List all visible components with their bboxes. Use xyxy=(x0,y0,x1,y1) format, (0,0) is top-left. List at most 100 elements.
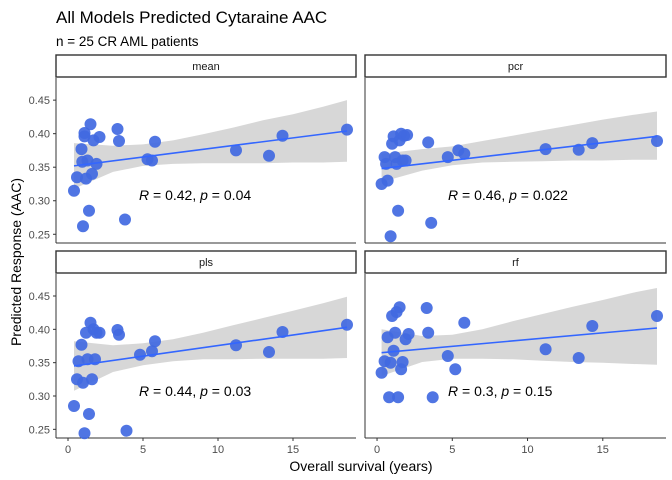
data-point xyxy=(402,328,415,340)
regression-line xyxy=(381,327,658,354)
data-point xyxy=(392,204,405,217)
data-point xyxy=(263,149,275,162)
data-point xyxy=(149,135,161,148)
data-point xyxy=(68,400,80,412)
data-point xyxy=(458,147,471,160)
x-tick-label: 5 xyxy=(140,444,146,456)
x-tick-label: 0 xyxy=(374,444,380,456)
data-point xyxy=(146,154,158,167)
data-point xyxy=(426,391,439,404)
y-tick-label: 0.30 xyxy=(29,391,50,403)
data-point xyxy=(90,157,103,170)
chart-subtitle: n = 25 CR AML patients xyxy=(56,34,199,49)
data-point xyxy=(399,154,412,167)
y-tick-label: 0.30 xyxy=(29,196,50,208)
confidence-band xyxy=(74,296,347,391)
data-point xyxy=(572,143,585,156)
data-point xyxy=(111,123,124,135)
data-point xyxy=(230,144,242,157)
data-point xyxy=(651,310,663,322)
p-value: 0.03 xyxy=(224,383,251,399)
data-point xyxy=(83,204,95,217)
data-point xyxy=(381,174,394,187)
data-point xyxy=(93,131,106,143)
data-point xyxy=(425,216,438,229)
data-point xyxy=(119,213,131,226)
facet-strip-label: pcr xyxy=(508,61,524,73)
data-point xyxy=(93,326,106,339)
x-tick-label: 15 xyxy=(597,444,609,456)
regression-line xyxy=(73,326,348,367)
data-point xyxy=(586,137,599,150)
data-point xyxy=(384,356,397,369)
facet-panel-pls: pls R = 0.44, p = 0.03 0.25 0.30 0.35 0.40 0.4… xyxy=(29,250,357,456)
y-tick-label: 0.25 xyxy=(29,424,50,436)
data-point xyxy=(389,326,402,339)
y-tick-label: 0.45 xyxy=(29,95,50,107)
data-point xyxy=(651,135,663,147)
r-value: 0.3 xyxy=(474,383,494,399)
data-point xyxy=(75,143,88,156)
x-axis-title: Overall survival (years) xyxy=(289,458,432,474)
data-point xyxy=(75,338,88,351)
data-point xyxy=(78,427,91,440)
r-value: 0.46 xyxy=(474,187,501,203)
data-point xyxy=(422,326,435,339)
facet-panel-pcr: pcr R = 0.46, p = 0.022 xyxy=(364,54,667,244)
y-axis-title: Predicted Response (AAC) xyxy=(8,178,24,346)
facet-panel-mean: mean R = 0.42, p = 0.04 0.25 0.30 0.35 0.40 0.… xyxy=(29,54,357,244)
x-tick-label: 15 xyxy=(287,444,299,456)
data-point xyxy=(449,363,462,376)
data-point xyxy=(68,184,80,197)
data-point xyxy=(86,167,98,180)
facet-strip xyxy=(364,250,667,274)
facet-panel-rf: rf R = 0.3, p = 0.15 0 5 10 15 xyxy=(364,250,667,456)
x-tick-label: 0 xyxy=(65,444,71,456)
x-tick-label: 10 xyxy=(212,444,224,456)
x-tick-label: 10 xyxy=(521,444,533,456)
confidence-band xyxy=(74,100,347,189)
regression-line xyxy=(381,135,658,170)
data-point xyxy=(393,301,406,314)
data-point xyxy=(387,344,400,357)
facet-strip xyxy=(55,54,357,78)
data-point xyxy=(77,220,89,233)
data-point xyxy=(71,171,83,184)
data-point xyxy=(422,136,435,149)
y-tick-label: 0.40 xyxy=(29,324,50,336)
facet-strip-label: mean xyxy=(192,61,220,73)
x-tick-label: 5 xyxy=(449,444,455,456)
r-value: 0.44 xyxy=(165,383,192,399)
p-value: 0.15 xyxy=(525,383,552,399)
y-tick-label: 0.40 xyxy=(29,129,50,141)
facet-strip xyxy=(364,54,667,78)
data-point xyxy=(458,316,471,329)
data-point xyxy=(230,339,242,352)
data-point xyxy=(263,346,275,358)
p-value: 0.022 xyxy=(533,187,568,203)
p-value: 0.04 xyxy=(224,187,251,203)
data-point xyxy=(396,356,409,368)
data-point xyxy=(149,335,161,348)
data-point xyxy=(384,230,397,243)
r-value: 0.42 xyxy=(165,187,192,203)
confidence-band xyxy=(381,111,657,182)
data-point xyxy=(586,320,599,332)
correlation-annotation: R = 0.44, p = 0.03 xyxy=(139,383,251,399)
data-point xyxy=(341,318,353,331)
data-point xyxy=(134,348,146,361)
data-point xyxy=(77,376,89,389)
data-point xyxy=(276,326,289,338)
correlation-annotation: R = 0.46, p = 0.022 xyxy=(448,187,568,203)
chart-title: All Models Predicted Cytaraine AAC xyxy=(56,8,327,27)
facet-strip xyxy=(55,250,357,274)
y-tick-label: 0.35 xyxy=(29,162,50,174)
facet-strip-label: pls xyxy=(199,257,214,269)
data-point xyxy=(84,118,97,131)
data-point xyxy=(120,424,133,437)
data-point xyxy=(383,391,396,404)
facet-strip-label: rf xyxy=(512,257,520,269)
data-point xyxy=(420,302,433,314)
